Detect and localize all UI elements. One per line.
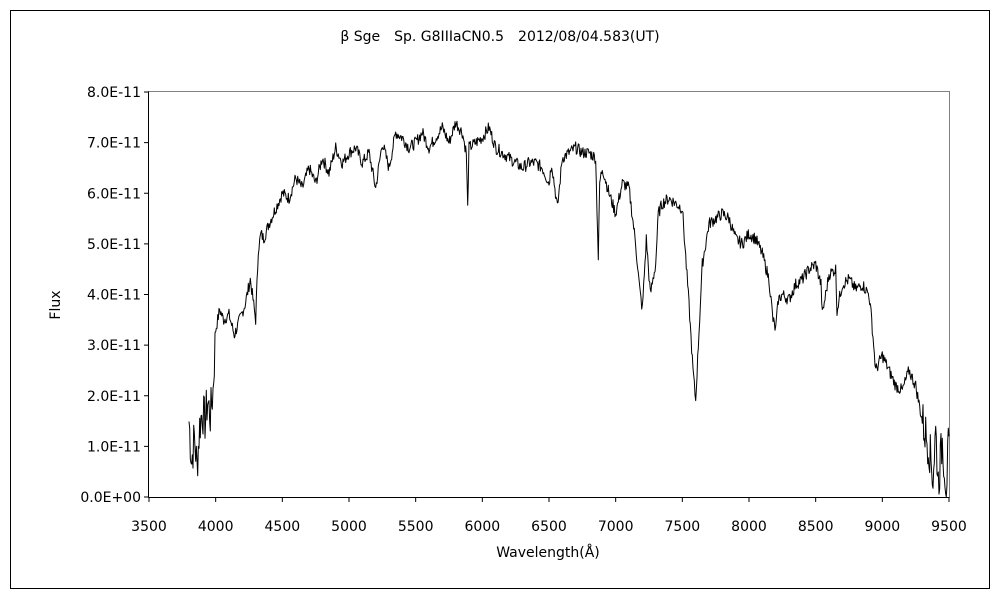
x-tick-label: 5500 <box>398 519 434 535</box>
y-tick-label: 4.0E-11 <box>87 288 141 304</box>
x-tick-label: 3500 <box>131 519 167 535</box>
spectrum-line <box>188 120 950 498</box>
y-tick-label: 5.0E-11 <box>87 237 141 253</box>
x-tick-label: 5000 <box>331 519 367 535</box>
y-tick-label: 0.0E+00 <box>80 490 141 506</box>
x-tick-label: 9500 <box>931 519 967 535</box>
y-tick-label: 3.0E-11 <box>87 338 141 354</box>
x-tick-label: 4500 <box>265 519 301 535</box>
x-tick-label: 7000 <box>598 519 634 535</box>
y-tick-label: 1.0E-11 <box>87 439 141 455</box>
y-axis: 0.0E+00 1.0E-11 2.0E-11 3.0E-11 4.0E-11 5.0E-… <box>80 85 149 506</box>
x-tick-label: 4000 <box>198 519 234 535</box>
y-tick-label: 2.0E-11 <box>87 389 141 405</box>
x-tick-label: 8000 <box>731 519 767 535</box>
x-tick-label: 6000 <box>465 519 501 535</box>
chart-border <box>10 10 990 589</box>
x-axis-label: Wavelength(Å) <box>496 544 600 561</box>
x-tick-label: 7500 <box>665 519 701 535</box>
x-tick-label: 9000 <box>865 519 901 535</box>
y-tick-label: 7.0E-11 <box>87 136 141 152</box>
x-tick-label: 8500 <box>798 519 834 535</box>
chart-title: β Sge Sp. G8IIIaCN0.5 2012/08/04.583(UT) <box>340 29 659 45</box>
x-axis: 3500 4000 4500 5000 5500 6000 6500 7000 7500 8000… <box>131 497 967 535</box>
y-axis-label: Flux <box>48 290 64 319</box>
y-tick-label: 6.0E-11 <box>87 186 141 202</box>
y-tick-label: 8.0E-11 <box>87 85 141 101</box>
x-tick-label: 6500 <box>531 519 567 535</box>
